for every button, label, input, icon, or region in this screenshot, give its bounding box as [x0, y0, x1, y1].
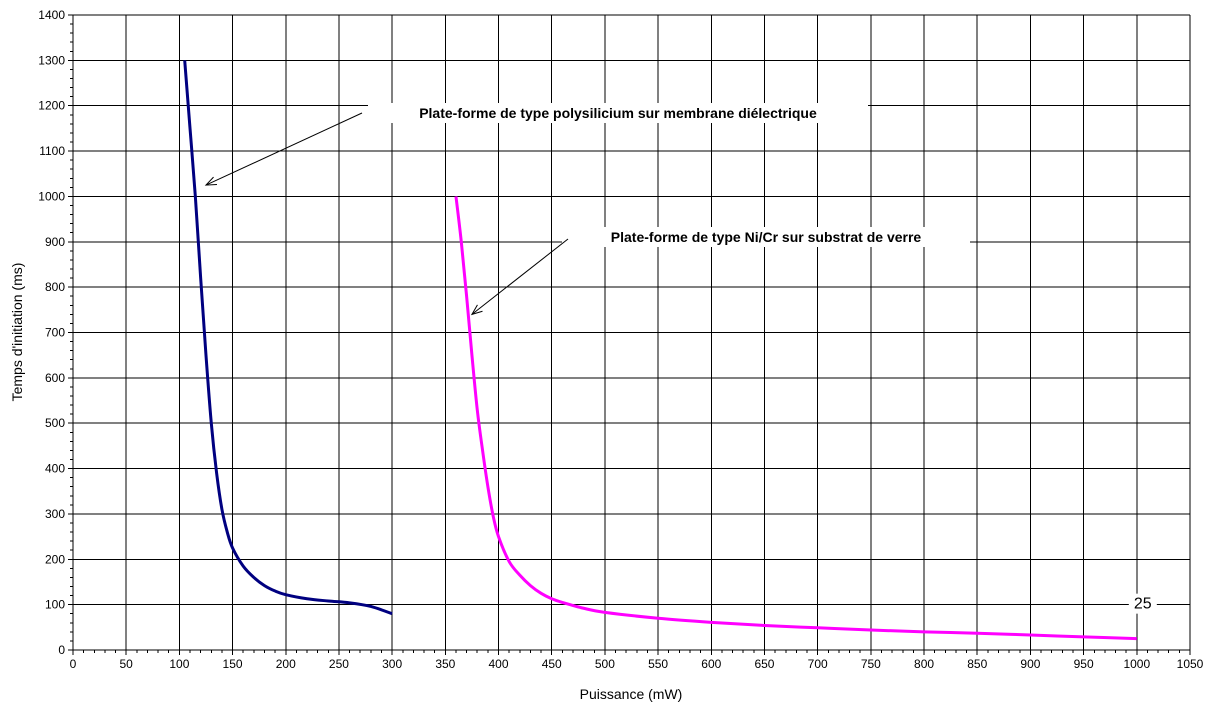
- x-tick-label: 1050: [1177, 657, 1204, 671]
- data-label: 25: [1134, 596, 1152, 613]
- annotation-text: Plate-forme de type polysilicium sur mem…: [419, 105, 817, 121]
- annotations: Plate-forme de type polysilicium sur mem…: [204, 103, 1157, 614]
- y-tick-label: 300: [45, 507, 65, 521]
- y-tick-label: 700: [45, 326, 65, 340]
- x-tick-label: 850: [967, 657, 987, 671]
- x-tick-label: 50: [120, 657, 134, 671]
- x-tick-label: 550: [648, 657, 668, 671]
- y-tick-label: 1400: [38, 8, 65, 22]
- x-tick-label: 300: [382, 657, 402, 671]
- y-tick-label: 1200: [38, 99, 65, 113]
- x-tick-label: 600: [701, 657, 721, 671]
- x-tick-label: 800: [914, 657, 934, 671]
- x-tick-label: 250: [329, 657, 349, 671]
- x-tick-label: 400: [489, 657, 509, 671]
- x-tick-label: 1000: [1123, 657, 1150, 671]
- x-tick-label: 100: [169, 657, 189, 671]
- y-tick-label: 500: [45, 416, 65, 430]
- x-tick-label: 950: [1074, 657, 1094, 671]
- x-axis-title: Puissance (mW): [580, 686, 683, 702]
- x-tick-label: 500: [595, 657, 615, 671]
- arrow-head-icon: [204, 176, 217, 186]
- ticks: 0 50 100 150 200 250 300 350 400 450 500 550 600 650 7…: [38, 8, 1203, 671]
- data-label-background: [1128, 593, 1157, 614]
- x-tick-label: 450: [542, 657, 562, 671]
- y-tick-label: 1300: [38, 53, 65, 67]
- x-tick-label: 750: [861, 657, 881, 671]
- y-tick-label: 600: [45, 371, 65, 385]
- x-tick-label: 700: [808, 657, 828, 671]
- y-tick-label: 400: [45, 462, 65, 476]
- y-axis-title: Temps d'initiation (ms): [9, 263, 25, 402]
- x-tick-label: 0: [70, 657, 77, 671]
- y-tick-label: 1000: [38, 189, 65, 203]
- annotation-arrow: [471, 238, 569, 315]
- y-tick-label: 1100: [39, 144, 65, 158]
- x-tick-label: 350: [435, 657, 455, 671]
- y-tick-label: 0: [58, 643, 65, 657]
- series-line-1: [183, 60, 393, 616]
- y-tick-label: 900: [45, 235, 65, 249]
- x-tick-label: 900: [1020, 657, 1040, 671]
- y-tick-label: 800: [45, 280, 65, 294]
- arrow-head-icon: [470, 304, 483, 316]
- x-tick-label: 200: [276, 657, 296, 671]
- y-tick-label: 100: [45, 598, 65, 612]
- annotation-text: Plate-forme de type Ni/Cr sur substrat d…: [611, 229, 922, 245]
- annotation-background: [368, 103, 868, 123]
- x-tick-label: 150: [223, 657, 243, 671]
- annotation-arrow: [205, 112, 363, 186]
- x-tick-label: 650: [754, 657, 774, 671]
- series: [183, 60, 1137, 641]
- y-tick-label: 200: [45, 552, 65, 566]
- series-line-2: [454, 196, 1137, 641]
- annotation-background: [562, 227, 970, 247]
